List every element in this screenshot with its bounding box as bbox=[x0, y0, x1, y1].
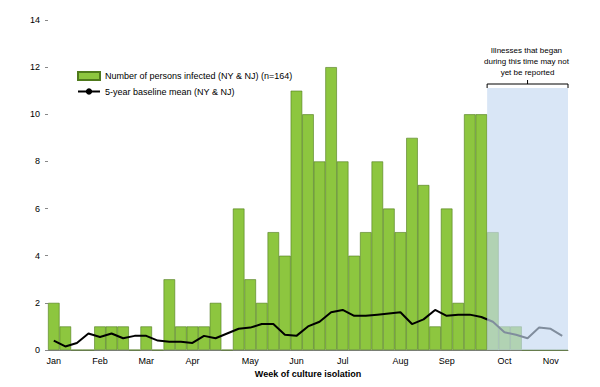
svg-text:Illnesses that began: Illnesses that began bbox=[491, 46, 564, 55]
svg-text:during this time may not: during this time may not bbox=[484, 57, 571, 66]
svg-text:Jan: Jan bbox=[47, 356, 62, 366]
svg-text:Feb: Feb bbox=[92, 356, 108, 366]
svg-text:14: 14 bbox=[30, 15, 40, 25]
svg-text:Nov: Nov bbox=[543, 356, 560, 366]
svg-text:Week of culture isolation: Week of culture isolation bbox=[255, 369, 361, 379]
svg-text:0: 0 bbox=[35, 345, 40, 355]
svg-text:8: 8 bbox=[35, 156, 40, 166]
svg-text:Jun: Jun bbox=[289, 356, 304, 366]
svg-text:4: 4 bbox=[35, 251, 40, 261]
svg-text:Apr: Apr bbox=[185, 356, 199, 366]
svg-text:May: May bbox=[242, 356, 260, 366]
svg-text:10: 10 bbox=[30, 109, 40, 119]
svg-text:5-year baseline mean (NY & NJ): 5-year baseline mean (NY & NJ) bbox=[105, 87, 234, 97]
svg-text:2: 2 bbox=[35, 298, 40, 308]
svg-text:Aug: Aug bbox=[392, 356, 408, 366]
svg-text:Mar: Mar bbox=[138, 356, 154, 366]
svg-text:Oct: Oct bbox=[497, 356, 512, 366]
svg-text:Sep: Sep bbox=[439, 356, 455, 366]
svg-text:12: 12 bbox=[30, 62, 40, 72]
svg-text:Number of persons infected (NY: Number of persons infected (NY & NJ) (n=… bbox=[105, 71, 292, 81]
svg-text:yet be reported: yet be reported bbox=[501, 68, 555, 77]
svg-text:6: 6 bbox=[35, 204, 40, 214]
svg-text:Jul: Jul bbox=[337, 356, 349, 366]
